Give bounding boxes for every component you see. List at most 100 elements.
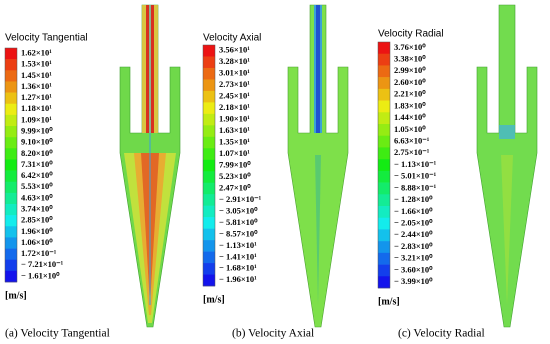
colorbar-swatch bbox=[378, 42, 390, 55]
colorbar-swatch bbox=[203, 205, 215, 218]
legend-label: − 2.91×10⁻¹ bbox=[219, 194, 262, 204]
legend-label: − 1.41×10¹ bbox=[219, 251, 257, 261]
colorbar-swatch bbox=[378, 194, 390, 207]
colorbar-swatch bbox=[203, 263, 215, 275]
colorbar-swatch bbox=[378, 252, 390, 265]
colorbar-swatch bbox=[378, 135, 390, 148]
unit-label: [m/s] bbox=[203, 294, 225, 305]
unit-label: [m/s] bbox=[378, 296, 400, 307]
contour-tangential bbox=[119, 4, 181, 328]
legend-label: 1.35×10¹ bbox=[219, 137, 250, 147]
colorbar-swatch bbox=[203, 79, 215, 92]
legend-label: 3.74×10⁰ bbox=[21, 204, 53, 214]
colorbar-swatch bbox=[378, 112, 390, 125]
colorbar-swatch bbox=[5, 159, 17, 171]
colorbar-swatch bbox=[203, 102, 215, 115]
legend-label: 2.47×10⁰ bbox=[219, 182, 251, 192]
legend-label: 2.99×10⁰ bbox=[394, 65, 426, 75]
legend-label: 1.09×10¹ bbox=[21, 114, 52, 124]
colorbar-swatch bbox=[203, 56, 215, 69]
colorbar-frame bbox=[202, 44, 216, 287]
colorbar-swatch bbox=[5, 59, 17, 71]
legend-label: 1.62×10¹ bbox=[21, 48, 52, 58]
legend-label: − 1.68×10¹ bbox=[219, 263, 257, 273]
colorbar-swatch bbox=[5, 215, 17, 227]
colorbar-swatch bbox=[5, 81, 17, 93]
legend-label: 1.63×10¹ bbox=[219, 125, 250, 135]
colorbar-swatch bbox=[5, 70, 17, 82]
legend-title: Velocity Tangential bbox=[5, 33, 88, 44]
colorbar-swatch bbox=[378, 77, 390, 90]
colorbar-swatch bbox=[203, 159, 215, 172]
colorbar-swatch bbox=[5, 181, 17, 194]
legend-label: 2.75×10⁻¹ bbox=[394, 147, 430, 157]
legend-label: − 2.83×10⁰ bbox=[394, 241, 433, 251]
legend-label: 6.63×10⁻¹ bbox=[394, 136, 430, 146]
legend-label: 5.23×10⁰ bbox=[219, 171, 251, 181]
legend-label: − 7.21×10⁻¹ bbox=[21, 259, 64, 269]
colorbar-swatch bbox=[378, 53, 390, 66]
legend-label: 2.85×10⁰ bbox=[21, 215, 53, 225]
legend-label: 1.44×10⁰ bbox=[394, 112, 426, 122]
colorbar-swatch bbox=[203, 136, 215, 149]
colorbar-swatch bbox=[378, 159, 390, 172]
legend-label: 3.28×10¹ bbox=[219, 56, 250, 66]
legend-label: − 1.96×10¹ bbox=[219, 274, 257, 284]
colorbar-swatch bbox=[203, 217, 215, 229]
colorbar-frame bbox=[377, 41, 391, 289]
colorbar-swatch bbox=[5, 259, 17, 272]
legend-label: 1.53×10¹ bbox=[21, 59, 52, 69]
legend-label: 2.60×10⁰ bbox=[394, 77, 426, 87]
colorbar-swatch bbox=[203, 251, 215, 264]
legend-label: − 3.21×10⁰ bbox=[394, 253, 433, 263]
colorbar-swatch bbox=[378, 217, 390, 230]
colorbar-swatch bbox=[203, 228, 215, 241]
colorbar-swatch bbox=[378, 147, 390, 160]
colorbar-swatch bbox=[378, 264, 390, 277]
legend-label: 1.07×10¹ bbox=[219, 148, 250, 158]
legend-label: 8.20×10⁰ bbox=[21, 148, 53, 158]
caption: (c) Velocity Radial bbox=[398, 328, 485, 340]
legend-label: − 5.81×10⁰ bbox=[219, 217, 258, 227]
legend-label: 1.36×10¹ bbox=[21, 81, 52, 91]
colorbar-swatch bbox=[378, 182, 390, 195]
legend-title: Velocity Radial bbox=[378, 29, 444, 40]
legend-label: − 3.05×10⁰ bbox=[219, 205, 258, 215]
colorbar-swatch bbox=[203, 274, 215, 287]
colorbar-swatch bbox=[5, 148, 17, 160]
legend-label: 2.73×10¹ bbox=[219, 79, 250, 89]
legend-label: 6.42×10⁰ bbox=[21, 170, 53, 180]
legend-label: 1.05×10⁰ bbox=[394, 124, 426, 134]
legend-label: 2.18×10¹ bbox=[219, 102, 250, 112]
caption: (b) Velocity Axial bbox=[232, 328, 314, 340]
legend-label: 3.38×10⁰ bbox=[394, 54, 426, 64]
legend-label: 1.96×10⁰ bbox=[21, 226, 53, 236]
colorbar-swatch bbox=[5, 270, 17, 283]
colorbar-swatch bbox=[378, 170, 390, 183]
colorbar-swatch bbox=[203, 90, 215, 103]
caption: (a) Velocity Tangential bbox=[5, 328, 110, 340]
colorbar-swatch bbox=[378, 206, 390, 219]
legend-label: 3.01×10¹ bbox=[219, 68, 250, 78]
legend-label: 9.10×10⁰ bbox=[21, 137, 53, 147]
legend-label: − 2.05×10⁰ bbox=[394, 218, 433, 228]
legend-label: − 8.57×10⁰ bbox=[219, 228, 258, 238]
legend-label: 1.18×10¹ bbox=[21, 103, 52, 113]
colorbar-swatch bbox=[203, 182, 215, 195]
legend-title: Velocity Axial bbox=[203, 33, 261, 44]
legend-label: − 3.60×10⁰ bbox=[394, 264, 433, 274]
colorbar-swatch bbox=[5, 92, 17, 105]
legend-label: 1.90×10¹ bbox=[219, 114, 250, 124]
legend-label: − 1.61×10⁰ bbox=[21, 270, 60, 280]
colorbar-swatch bbox=[203, 148, 215, 161]
colorbar-swatch bbox=[203, 67, 215, 80]
legend-label: − 2.44×10⁰ bbox=[394, 229, 433, 239]
legend-label: 4.63×10⁰ bbox=[21, 192, 53, 202]
colorbar-swatch bbox=[5, 103, 17, 116]
legend-label: 1.72×10⁻¹ bbox=[21, 248, 57, 258]
legend-label: 3.76×10⁰ bbox=[394, 42, 426, 52]
colorbar-swatch bbox=[5, 204, 17, 216]
colorbar-swatch bbox=[5, 126, 17, 138]
legend-label: − 5.01×10⁻¹ bbox=[394, 171, 437, 181]
legend-label: − 1.13×10¹ bbox=[219, 240, 257, 250]
